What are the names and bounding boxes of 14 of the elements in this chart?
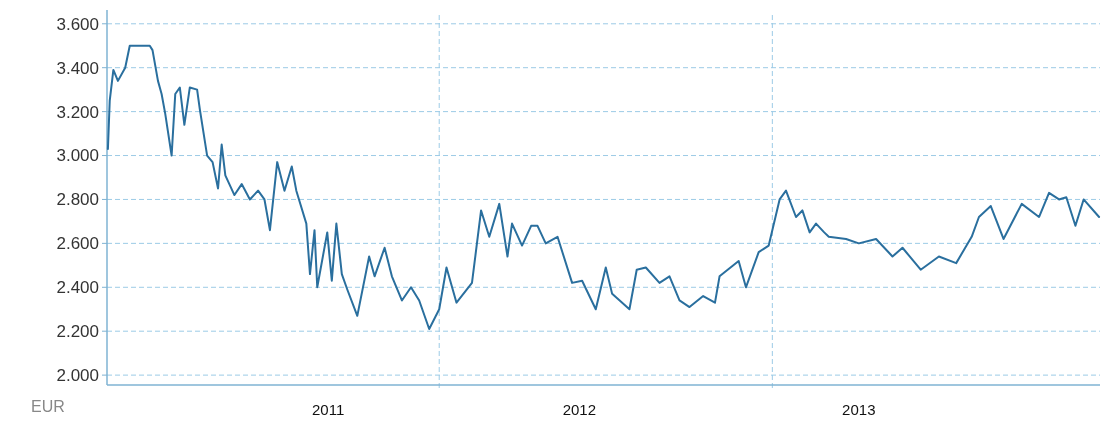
x-tick-label: 2012 [562,401,597,418]
y-axis-title: EUR [31,398,65,415]
y-tick-label: 2.200 [56,322,99,342]
y-tick-label: 2.400 [56,278,99,298]
y-tick-label: 2.800 [56,190,99,210]
y-tick-label: 3.200 [56,102,99,122]
y-tick-label: 3.400 [56,58,99,78]
line-series [106,44,1101,331]
y-tick-label: 2.000 [56,366,99,386]
y-tick-label: 2.600 [56,234,99,254]
x-tick-label: 2013 [842,401,876,418]
y-tick-label: 3.000 [56,146,99,166]
x-tick-label: 2011 [312,401,345,418]
y-tick-label: 3.600 [56,14,99,34]
